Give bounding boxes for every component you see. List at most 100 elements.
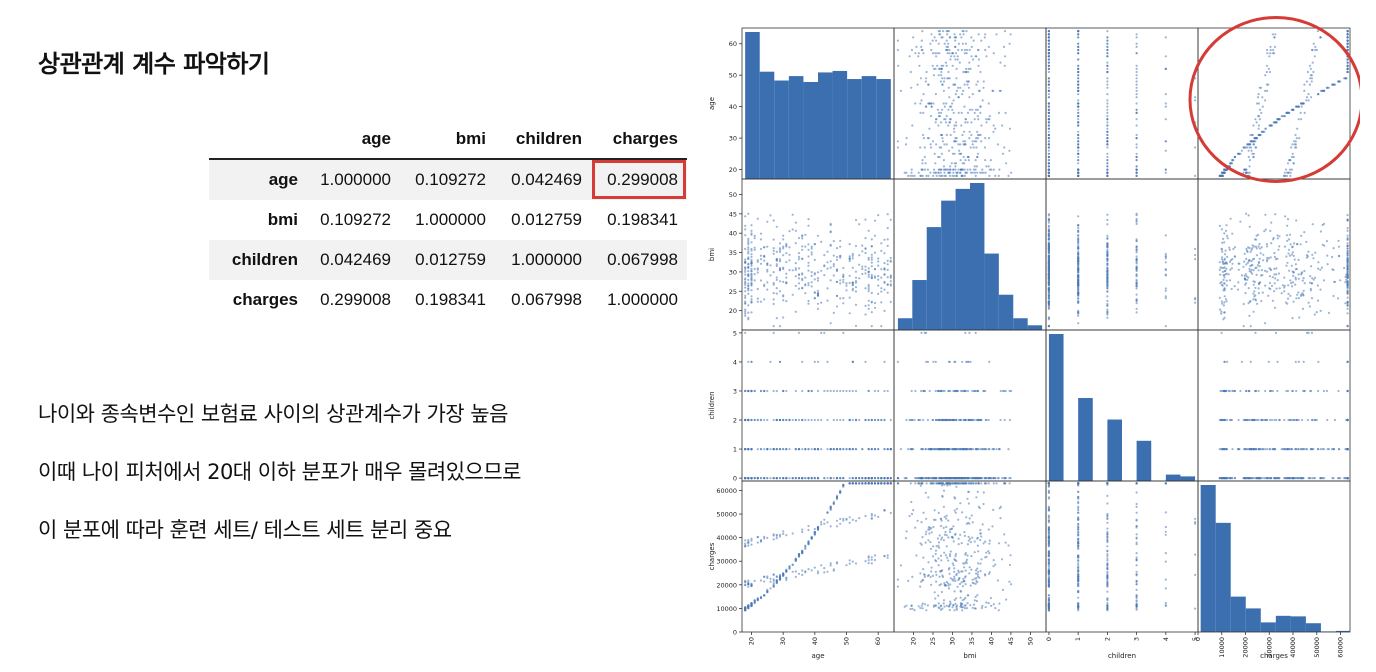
scatter-point xyxy=(1164,118,1167,121)
scatter-point xyxy=(873,219,877,222)
scatter-point xyxy=(1047,300,1050,303)
scatter-point xyxy=(1230,418,1233,422)
scatter-point xyxy=(867,307,870,310)
scatter-point xyxy=(744,581,747,584)
row-header: bmi xyxy=(267,210,298,229)
scatter-point xyxy=(1164,149,1167,152)
scatter-point xyxy=(747,252,750,255)
scatter-point xyxy=(1008,42,1011,45)
scatter-point xyxy=(880,242,883,245)
scatter-point xyxy=(1077,174,1080,177)
scatter-point xyxy=(1230,287,1233,291)
scatter-point xyxy=(1346,477,1349,480)
scatter-point xyxy=(1135,293,1138,296)
scatter-point xyxy=(1135,45,1138,49)
scatter-point xyxy=(1266,477,1269,480)
scatter-point xyxy=(851,289,854,292)
scatter-point xyxy=(870,261,873,264)
scatter-point xyxy=(810,247,813,250)
scatter-point xyxy=(1135,240,1138,243)
scatter-point xyxy=(1346,247,1349,250)
scatter-point xyxy=(1301,477,1304,480)
scatter-point xyxy=(744,477,747,480)
scatter-point xyxy=(775,418,778,422)
scatter-point xyxy=(1077,234,1080,237)
scatter-point xyxy=(858,517,861,520)
scatter-point xyxy=(873,275,877,278)
scatter-point xyxy=(1237,418,1240,422)
scatter-point xyxy=(1262,253,1265,256)
scatter-point xyxy=(794,262,797,265)
scatter-point xyxy=(1164,168,1167,171)
scatter-point xyxy=(955,36,958,39)
scatter-point xyxy=(848,477,851,480)
scatter-point xyxy=(766,575,769,578)
scatter-point xyxy=(920,389,923,393)
scatter-point xyxy=(870,273,873,277)
scatter-point xyxy=(829,477,832,480)
scatter-point xyxy=(967,80,970,83)
scatter-point xyxy=(797,477,801,480)
scatter-point xyxy=(965,70,968,74)
scatter-point xyxy=(816,292,820,295)
scatter-point xyxy=(965,30,968,33)
scatter-point xyxy=(1250,268,1253,271)
scatter-point xyxy=(1135,307,1138,310)
matrix-cell-children-vs-bmi xyxy=(893,329,1047,482)
scatter-point xyxy=(810,418,813,422)
scatter-point xyxy=(1164,268,1167,272)
scatter-point xyxy=(804,276,807,279)
scatter-point xyxy=(820,521,823,524)
scatter-point xyxy=(980,39,983,42)
scatter-point xyxy=(1313,418,1316,422)
scatter-point xyxy=(839,477,842,480)
scatter-point xyxy=(747,585,750,588)
scatter-point xyxy=(744,389,747,393)
scatter-point xyxy=(854,290,858,293)
scatter-point xyxy=(763,537,766,540)
scatter-point xyxy=(785,418,788,422)
scatter-point xyxy=(867,267,870,270)
scatter-point xyxy=(1135,77,1138,80)
scatter-point xyxy=(794,284,797,287)
scatter-point xyxy=(753,389,756,393)
scatter-point xyxy=(1252,292,1255,295)
scatter-point xyxy=(947,124,950,127)
scatter-point xyxy=(1257,245,1260,248)
scatter-point xyxy=(1294,418,1297,422)
scatter-point xyxy=(813,243,816,246)
scatter-point xyxy=(936,64,939,67)
scatter-point xyxy=(949,55,953,58)
scatter-point xyxy=(948,36,952,39)
scatter-point xyxy=(763,285,766,288)
scatter-point xyxy=(924,162,927,165)
scatter-point xyxy=(1284,168,1288,171)
histogram-bar xyxy=(1027,325,1043,330)
scatter-point xyxy=(756,267,759,270)
scatter-point xyxy=(934,171,937,174)
scatter-point xyxy=(756,271,759,274)
scatter-point xyxy=(1223,282,1226,285)
scatter-point xyxy=(1339,279,1342,282)
scatter-point xyxy=(1292,418,1295,422)
scatter-point xyxy=(785,252,788,255)
histogram-bar xyxy=(941,200,956,330)
scatter-point xyxy=(747,360,750,363)
scatter-point xyxy=(747,448,750,451)
scatter-point xyxy=(1245,212,1248,215)
scatter-point xyxy=(1273,282,1276,285)
scatter-point xyxy=(870,477,873,480)
scatter-point xyxy=(951,146,954,149)
scatter-point xyxy=(1003,389,1006,393)
scatter-point xyxy=(992,130,995,133)
scatter-point xyxy=(1047,77,1050,80)
scatter-point xyxy=(1106,159,1109,162)
scatter-point xyxy=(977,64,980,67)
scatter-point xyxy=(967,155,970,159)
scatter-point xyxy=(835,247,839,250)
scatter-point xyxy=(1346,274,1349,277)
scatter-point xyxy=(1293,242,1296,245)
scatter-point xyxy=(813,273,816,276)
scatter-point xyxy=(1249,448,1253,451)
scatter-point xyxy=(829,389,832,393)
